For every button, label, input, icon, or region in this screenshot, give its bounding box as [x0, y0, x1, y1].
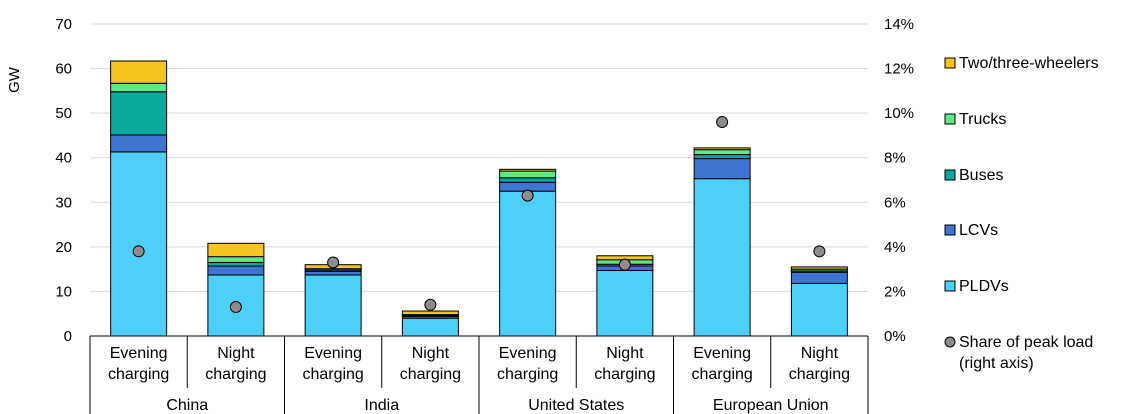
share-marker [327, 256, 340, 269]
y-tick-label: 50 [55, 105, 72, 122]
legend-label: Buses [959, 167, 1003, 184]
share-marker [229, 301, 242, 314]
legend-swatch [944, 280, 956, 292]
bar-label: Evening [693, 345, 751, 362]
bar-segment-buses [499, 177, 557, 183]
bar-segment-two-three-wheelers [207, 242, 265, 258]
group-label: United States [528, 397, 624, 414]
y-tick-label: 70 [55, 16, 72, 33]
legend-label: PLDVs [959, 278, 1009, 295]
legend-label: Trucks [959, 111, 1006, 128]
bar-label: Night [801, 345, 839, 362]
share-marker [716, 116, 729, 129]
y-tick-label: 10 [55, 283, 72, 300]
bar-label: charging [594, 366, 655, 383]
bar-label: charging [400, 366, 461, 383]
bar-segment-pldvs [499, 190, 557, 337]
legend-label: (right axis) [959, 355, 1034, 372]
bar-label: Night [217, 345, 255, 362]
bar-segment-lcvs [207, 265, 265, 276]
bar-segment-two-three-wheelers [110, 60, 168, 84]
bar-segment-lcvs [304, 270, 362, 276]
y-tick-label: 60 [55, 61, 72, 78]
bar-segment-trucks [110, 82, 168, 93]
y-tick-label: 20 [55, 239, 72, 256]
legend-label: Two/three-wheelers [959, 55, 1099, 72]
bar-segment-two-three-wheelers [790, 266, 848, 270]
legend-marker [944, 336, 956, 348]
bar-label: Evening [499, 345, 557, 362]
bar-segment-trucks [207, 256, 265, 263]
bar-label: charging [691, 366, 752, 383]
share-marker [618, 258, 631, 271]
bar-segment-two-three-wheelers [693, 147, 751, 151]
y2-tick-label: 6% [884, 194, 906, 211]
y2-tick-label: 4% [884, 239, 906, 256]
legend-swatch [944, 113, 956, 125]
y2-tick-label: 10% [884, 105, 914, 122]
y2-tick-label: 14% [884, 16, 914, 33]
legend-swatch [944, 224, 956, 236]
y-tick-label: 30 [55, 194, 72, 211]
y-axis-title: GW [6, 66, 23, 93]
bar-label: charging [302, 366, 363, 383]
y2-tick-label: 8% [884, 150, 906, 167]
axes [89, 335, 869, 414]
bar-segment-two-three-wheelers [499, 168, 557, 172]
bar-label: Night [412, 345, 450, 362]
bar-segment-pldvs [790, 282, 848, 337]
bar-segment-pldvs [693, 178, 751, 337]
share-marker [424, 298, 437, 311]
share-marker [813, 245, 826, 258]
left-axis-tick-labels: 0 10 20 30 40 50 60 70 [55, 16, 72, 345]
share-marker [132, 245, 145, 258]
legend-swatch [944, 57, 956, 69]
bar-segment-pldvs [110, 151, 168, 337]
legend: Two/three-wheelers Trucks Buses LCVs PLDVs Sh… [944, 55, 1099, 372]
share-markers [132, 116, 826, 314]
bars [110, 60, 848, 337]
bar-segment-buses [207, 261, 265, 267]
group-label: India [364, 397, 399, 414]
bar-segment-pldvs [401, 317, 459, 337]
bar-label: charging [497, 366, 558, 383]
bar-label: Night [606, 345, 644, 362]
bar-segment-buses [693, 154, 751, 160]
legend-label: Share of peak load [959, 334, 1093, 351]
bar-segment-lcvs [790, 271, 848, 284]
legend-label: LCVs [959, 222, 998, 239]
bar-segment-lcvs [693, 158, 751, 180]
share-marker [521, 189, 534, 202]
bar-segment-trucks [499, 170, 557, 179]
bar-label: Evening [110, 345, 168, 362]
bar-segment-two-three-wheelers [401, 310, 459, 316]
y-tick-label: 40 [55, 150, 72, 167]
bar-segment-buses [110, 91, 168, 136]
bar-segment-pldvs [596, 269, 654, 337]
group-label: European Union [713, 397, 829, 414]
bar-label: charging [108, 366, 169, 383]
bar-label: charging [789, 366, 850, 383]
bar-segment-pldvs [304, 274, 362, 337]
gridlines [90, 23, 868, 292]
bar-segment-trucks [693, 149, 751, 156]
group-label: China [166, 397, 208, 414]
right-axis-tick-labels: 0% 2% 4% 6% 8% 10% 12% 14% [884, 16, 914, 345]
bar-label: charging [205, 366, 266, 383]
y2-tick-label: 2% [884, 283, 906, 300]
y-tick-label: 0 [64, 328, 72, 345]
category-labels: Evening charging Night charging China Evening… [108, 345, 850, 414]
y2-tick-label: 12% [884, 61, 914, 78]
y2-tick-label: 0% [884, 328, 906, 345]
bar-segment-lcvs [110, 134, 168, 153]
legend-swatch [944, 169, 956, 181]
bar-label: Evening [304, 345, 362, 362]
